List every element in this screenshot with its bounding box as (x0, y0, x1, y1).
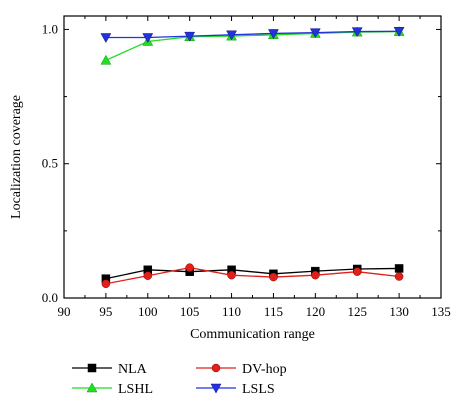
data-point-dv-hop (394, 272, 404, 281)
legend-item-nla: NLA (72, 362, 148, 377)
x-axis-label: Communication range (190, 327, 315, 342)
legend-marker (211, 363, 221, 373)
x-tick-label: 95 (99, 304, 112, 319)
legend-marker (210, 383, 222, 394)
data-point-dv-hop (227, 270, 236, 280)
data-point-dv-hop (143, 271, 153, 280)
series-dv-hop (101, 263, 404, 289)
y-axis-label: Localization coverage (9, 95, 24, 219)
legend: NLA DV-hop LSHL LSLS (72, 362, 287, 397)
x-tick-label: 90 (58, 304, 71, 319)
data-point-lsls (226, 30, 237, 41)
legend-item-lshl: LSHL (72, 382, 153, 397)
legend-marker (87, 363, 97, 373)
x-tick-label: 100 (138, 304, 158, 319)
series-line-dv-hop (105, 266, 400, 285)
x-tick-label: 125 (347, 304, 367, 319)
data-point-lsls (100, 33, 112, 44)
legend-label: NLA (118, 362, 148, 377)
data-point-lsls (268, 29, 279, 39)
data-point-lsls (351, 27, 363, 38)
plot-border (63, 15, 442, 299)
series-lsls (100, 27, 405, 44)
data-point-lsls (142, 33, 154, 44)
x-tick-label: 110 (222, 304, 241, 319)
y-tick-label: 0.0 (42, 290, 58, 305)
x-tick-label: 105 (180, 304, 200, 319)
legend-label: LSHL (118, 382, 153, 397)
data-point-lsls (184, 31, 196, 42)
x-axis: 90 95 100 105 110 115 120 125 130 135 (58, 16, 451, 319)
data-point-dv-hop (311, 270, 320, 280)
data-point-dv-hop (269, 272, 278, 282)
x-tick-label: 115 (264, 304, 283, 319)
y-axis: 0.0 0.5 1.0 (42, 21, 441, 305)
data-point-lsls (309, 28, 321, 39)
series-line-lsls (105, 30, 400, 39)
x-tick-label: 135 (431, 304, 451, 319)
legend-label: DV-hop (242, 362, 287, 377)
x-tick-label: 130 (389, 304, 409, 319)
legend-label: LSLS (242, 382, 275, 397)
y-tick-label: 0.5 (42, 156, 58, 171)
legend-item-lsls: LSLS (196, 382, 275, 397)
data-point-lsls (393, 27, 405, 37)
data-point-lshl (100, 54, 112, 65)
legend-item-dv-hop: DV-hop (196, 362, 287, 377)
x-tick-label: 120 (306, 304, 326, 319)
data-point-dv-hop (101, 279, 111, 289)
data-point-nla (394, 264, 404, 273)
data-point-dv-hop (185, 263, 194, 272)
series-line-nla (105, 267, 400, 280)
series-layer (100, 26, 405, 289)
data-point-dv-hop (352, 267, 362, 276)
y-tick-label: 1.0 (42, 21, 58, 36)
legend-marker (86, 382, 98, 393)
plot-frame (63, 15, 442, 299)
